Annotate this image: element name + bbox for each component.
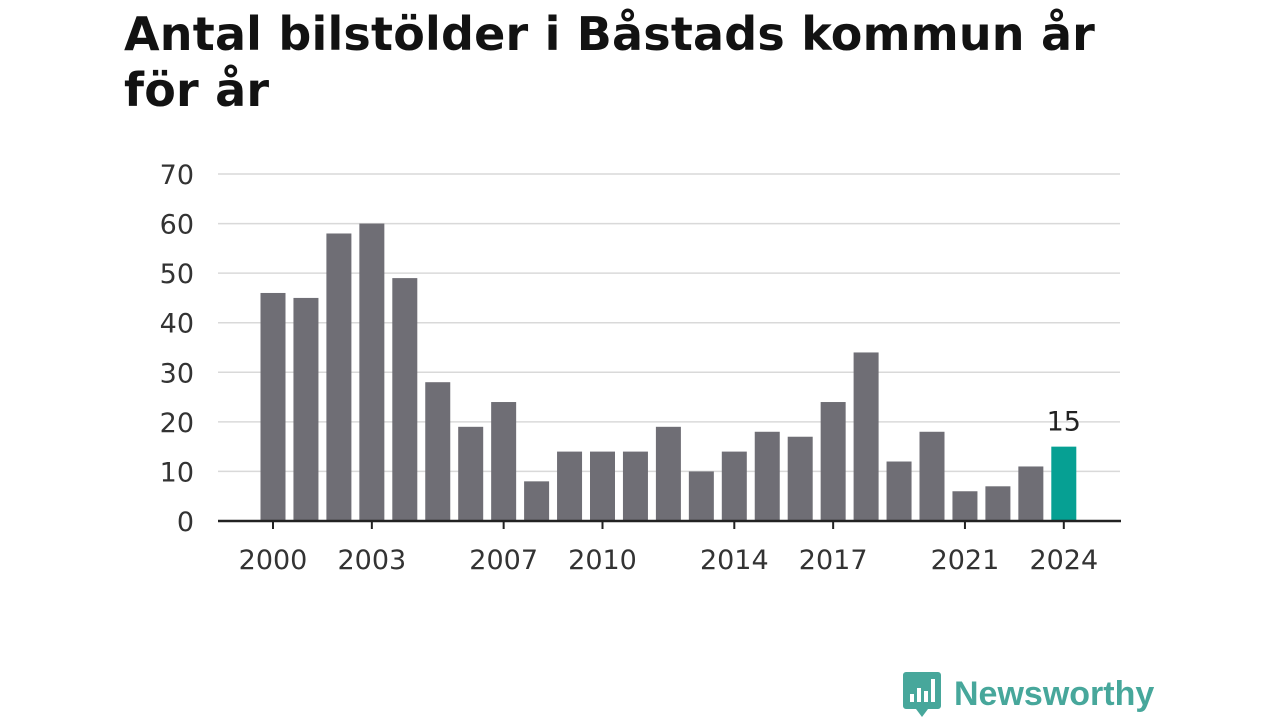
data-label: 15 <box>1047 407 1081 438</box>
bar <box>392 278 418 521</box>
bar-chart: 0 10 20 30 40 50 60 70 2000 2003 2007 2010 2014 2017 2… <box>160 160 1121 576</box>
y-tick-label: 70 <box>160 160 194 191</box>
bar <box>952 491 978 521</box>
bar <box>919 431 945 521</box>
bar <box>1018 466 1044 521</box>
y-tick-label: 10 <box>160 457 194 488</box>
logo-text: Newsworthy <box>954 674 1155 713</box>
bar <box>985 486 1011 521</box>
bar <box>557 451 583 521</box>
x-tick-label: 2024 <box>1029 545 1098 576</box>
bar <box>326 233 352 521</box>
y-tick-label: 30 <box>160 358 194 389</box>
bar <box>787 436 813 521</box>
x-tick-label: 2010 <box>568 545 637 576</box>
highlighted-bar <box>1051 446 1077 521</box>
bar <box>754 431 780 521</box>
bar <box>590 451 615 521</box>
newsworthy-logo: Newsworthy <box>902 670 1154 718</box>
x-tick-label: 2021 <box>931 545 1000 576</box>
y-tick-label: 20 <box>160 408 194 439</box>
bar <box>655 426 681 521</box>
bar <box>359 223 385 522</box>
y-tick-label: 60 <box>160 210 194 241</box>
bar <box>425 382 451 521</box>
x-tick-label: 2017 <box>799 545 868 576</box>
x-tick-label: 2000 <box>239 545 308 576</box>
bar <box>260 292 286 521</box>
bar <box>458 426 484 521</box>
bar <box>886 461 912 521</box>
bar <box>622 451 648 521</box>
bar <box>524 481 550 521</box>
x-tick-label: 2007 <box>469 545 538 576</box>
bar <box>721 451 747 521</box>
chart-title: Antal bilstölder i Båstads kommun år för… <box>124 7 1096 117</box>
y-tick-label: 0 <box>177 507 194 538</box>
bar <box>688 471 714 521</box>
x-tick-label: 2014 <box>700 545 769 576</box>
x-tick-label: 2003 <box>337 545 406 576</box>
bar <box>820 402 846 521</box>
bar-chart-badge-icon <box>903 672 941 717</box>
bar <box>293 297 319 521</box>
y-tick-label: 50 <box>160 259 194 290</box>
bar <box>853 352 879 521</box>
bar <box>491 402 517 521</box>
y-tick-label: 40 <box>160 309 194 340</box>
